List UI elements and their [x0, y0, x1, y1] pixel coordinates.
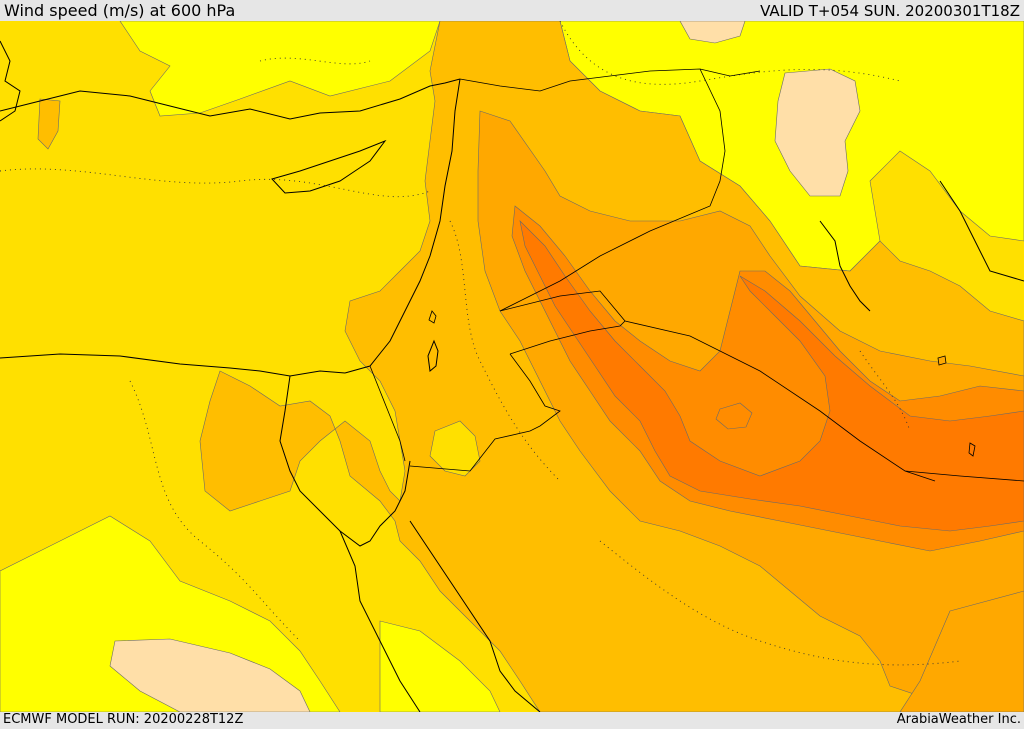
- coastline-red-sea-west: [339, 530, 421, 712]
- footer-bar: ECMWF MODEL RUN: 20200228T12Z ArabiaWeat…: [0, 712, 1024, 729]
- dotted-isolines: [0, 21, 961, 666]
- coastline-persian-gulf: [819, 220, 871, 312]
- credit-label: ArabiaWeather Inc.: [896, 712, 1021, 727]
- isoline: [859, 350, 911, 432]
- contour-peach-northeast: [774, 68, 861, 197]
- border-kuwait: [904, 470, 936, 482]
- contour-peach-north: [679, 21, 746, 44]
- contour-yellow-south: [379, 620, 501, 712]
- lake-southeast: [968, 442, 976, 457]
- isoline: [0, 168, 431, 198]
- contour-peach-southwest: [109, 638, 311, 712]
- isoline: [449, 220, 561, 482]
- coastline-gulf-east: [939, 180, 1024, 282]
- border-egypt-israel: [369, 365, 406, 462]
- border-turkey-syria: [459, 68, 761, 92]
- coastline-aegean: [0, 40, 21, 122]
- wind-speed-map: [0, 21, 1024, 712]
- border-jordan-saudi: [499, 290, 626, 355]
- valid-time-label: VALID T+054 SUN. 20200301T18Z: [760, 2, 1020, 20]
- coastline-red-sea-east: [409, 520, 541, 712]
- contour-deep-orange: [519, 220, 1024, 532]
- lake-galilee: [428, 310, 437, 324]
- border-iraq-saudi: [624, 320, 1024, 482]
- contour-orange-light-south: [899, 590, 1024, 712]
- border-syria-iraq: [499, 68, 726, 312]
- lake-east: [937, 355, 947, 366]
- title-bar: Wind speed (m/s) at 600 hPa VALID T+054 …: [0, 0, 1024, 21]
- isoline: [259, 57, 371, 65]
- contour-orange-pocket: [715, 402, 753, 430]
- coastline-mediterranean-north: [0, 78, 461, 120]
- model-run-label: ECMWF MODEL RUN: 20200228T12Z: [3, 712, 244, 727]
- contour-amber-island: [37, 98, 61, 150]
- border-saudi-jordan-south: [409, 353, 561, 472]
- isoline: [599, 540, 961, 666]
- coastline-cyprus: [271, 139, 387, 194]
- coastline-levant: [344, 78, 461, 374]
- isoline: [559, 21, 901, 85]
- coastline-egypt-north: [0, 353, 346, 377]
- country-borders: [369, 68, 1024, 482]
- contour-yellow-pocket: [429, 420, 481, 477]
- contour-yellow-north: [119, 21, 441, 117]
- coastline-dead-sea: [427, 339, 439, 372]
- map-title: Wind speed (m/s) at 600 hPa: [4, 1, 236, 20]
- coastlines: [0, 40, 1024, 712]
